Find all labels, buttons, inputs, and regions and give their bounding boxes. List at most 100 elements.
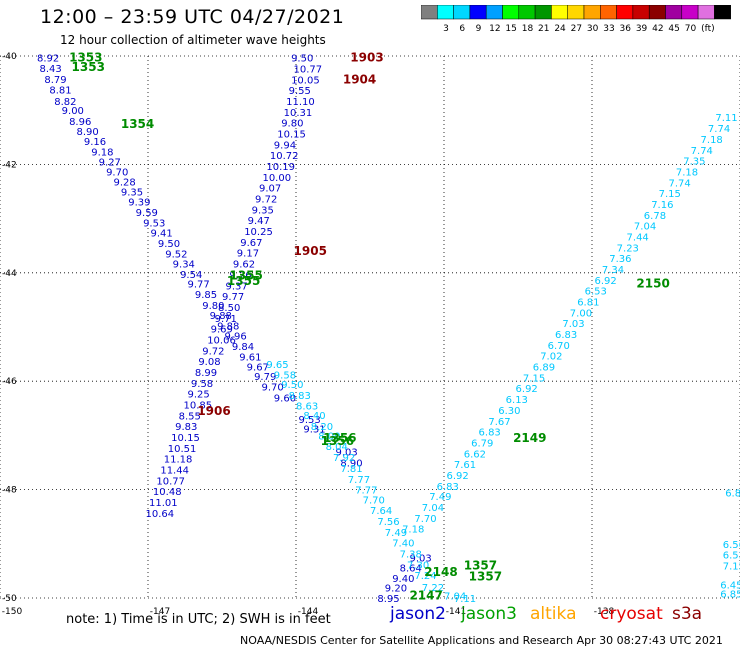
wave-height-label: 9.72: [255, 195, 277, 206]
wave-height-label: 10.15: [171, 433, 200, 444]
wave-height-label: 9.80: [202, 301, 224, 312]
wave-height-label: 7.00: [570, 308, 592, 319]
legend-label: 39: [636, 24, 648, 34]
wave-height-label: 9.50: [281, 380, 303, 391]
pass-number-label: 1356: [323, 431, 356, 445]
wave-height-label: 6.30: [498, 406, 520, 417]
satellite-legend-cryosat: cryosat: [600, 604, 663, 624]
wave-height-label: 8.43: [39, 64, 61, 75]
wave-height-label: 9.50: [158, 239, 180, 250]
wave-height-label: 9.00: [62, 106, 84, 117]
wave-height-label: 9.79: [254, 372, 276, 383]
legend-label: 36: [620, 24, 632, 34]
wave-height-label: 9.53: [298, 415, 320, 426]
wave-height-label: 8.20: [311, 422, 333, 433]
wave-height-label: 9.60: [274, 393, 296, 404]
wave-height-label: 7.24: [414, 571, 436, 582]
wave-height-label: 8.95: [377, 594, 399, 605]
wave-height-label: 9.70: [261, 383, 283, 394]
y-tick-label: -40: [2, 52, 17, 62]
pass-number-label: 1353: [69, 51, 102, 65]
wave-height-label: 7.11: [454, 594, 476, 605]
wave-height-label: 6.92: [446, 471, 468, 482]
wave-height-label: 7.70: [363, 495, 385, 506]
y-tick-label: -44: [2, 269, 17, 279]
wave-height-label: 7.81: [340, 464, 362, 475]
wave-height-label: 8.63: [296, 402, 318, 413]
wave-height-label: 8.00: [318, 431, 340, 442]
wave-height-label: 10.64: [146, 509, 175, 520]
wave-height-label: 9.85: [195, 290, 217, 301]
wave-height-label: 9.65: [266, 360, 288, 371]
wave-height-label: 9.07: [259, 184, 281, 195]
wave-height-label: 9.31: [303, 424, 325, 435]
wave-height-label: 9.18: [91, 147, 113, 158]
wave-height-label: 9.40: [392, 574, 414, 585]
wave-height-label: 9.50: [291, 54, 313, 65]
wave-height-label: 9.37: [225, 281, 247, 292]
legend-label: 45: [668, 24, 679, 34]
wave-height-label: 10.77: [294, 64, 323, 75]
x-tick-label: -144: [298, 607, 319, 617]
legend-unit: (ft): [701, 24, 715, 34]
wave-height-label: 9.96: [224, 332, 246, 343]
wave-height-label: 7.04: [444, 591, 466, 602]
wave-height-label: 9.25: [187, 390, 209, 401]
wave-height-label: 10.51: [168, 444, 197, 455]
wave-height-label: 8.90: [76, 127, 98, 138]
satellite-legend-jason3: jason3: [461, 604, 517, 624]
wave-height-label: 9.67: [247, 363, 269, 374]
wave-height-label: 10.05: [291, 75, 320, 86]
wave-height-label: 9.84: [232, 342, 254, 353]
wave-height-label: 6.70: [548, 341, 570, 352]
wave-height-label: 9.83: [175, 422, 197, 433]
wave-height-color-legend: 3 6 9 12 15 18 21 24 27 30 33 36 39 42 45 70 (ft): [421, 5, 731, 34]
pass-number-label: 1357: [464, 558, 497, 572]
wave-height-label: 7.74: [691, 146, 713, 157]
wave-height-label: 6.13: [506, 395, 528, 406]
wave-height-label: 7.74: [668, 178, 690, 189]
wave-height-label: 6.89: [533, 363, 555, 374]
wave-height-label: 8.99: [195, 368, 217, 379]
wave-height-label: 11.01: [149, 498, 178, 509]
wave-height-label: 7.02: [540, 352, 562, 363]
legend-label: 42: [652, 24, 663, 34]
wave-height-label: 7.23: [617, 243, 639, 254]
wave-height-label: 11.18: [164, 455, 193, 466]
wave-height-label: 7.61: [454, 460, 476, 471]
wave-height-label: 6.53: [585, 287, 607, 298]
wave-height-label: 7.30: [407, 560, 429, 571]
pass-number-label: 1905: [294, 244, 327, 258]
wave-height-label: 9.58: [191, 379, 213, 390]
wave-height-label: 10.31: [284, 108, 313, 119]
wave-height-label: 7.36: [609, 254, 631, 265]
wave-height-label: 9.28: [113, 178, 135, 189]
wave-height-label: 8.92: [37, 54, 59, 65]
wave-height-label: 9.27: [99, 158, 121, 169]
wave-height-label: 9.03: [335, 448, 357, 459]
wave-height-label: 9.47: [248, 216, 270, 227]
pass-number-label: 2149: [513, 431, 546, 445]
pass-number-label: 2148: [424, 565, 457, 579]
pass-number-label: 1354: [121, 117, 154, 131]
pass-number-label: 1357: [469, 569, 502, 583]
legend-label: 30: [587, 24, 599, 34]
wave-height-label: 7.11: [715, 113, 737, 124]
pass-number-label: 1355: [227, 274, 260, 288]
pass-number-label: 1903: [350, 51, 383, 65]
wave-height-label: 8.55: [179, 411, 201, 422]
wave-height-label: 9.77: [187, 280, 209, 291]
wave-height-label: 7.70: [414, 514, 436, 525]
wave-height-label: 10.77: [156, 476, 185, 487]
footer-note: note: 1) Time is in UTC; 2) SWH is in fe…: [66, 612, 331, 627]
wave-height-label: 9.71: [215, 314, 237, 325]
wave-height-label: 10.48: [153, 487, 182, 498]
wave-height-label: 9.67: [240, 238, 262, 249]
wave-height-label: 7.15: [523, 373, 545, 384]
legend-label: 33: [603, 24, 614, 34]
wave-height-label: 6.92: [594, 276, 616, 287]
wave-height-label: 7.18: [676, 167, 698, 178]
legend-label: 6: [459, 24, 465, 34]
wave-height-label: 7.77: [355, 486, 377, 497]
